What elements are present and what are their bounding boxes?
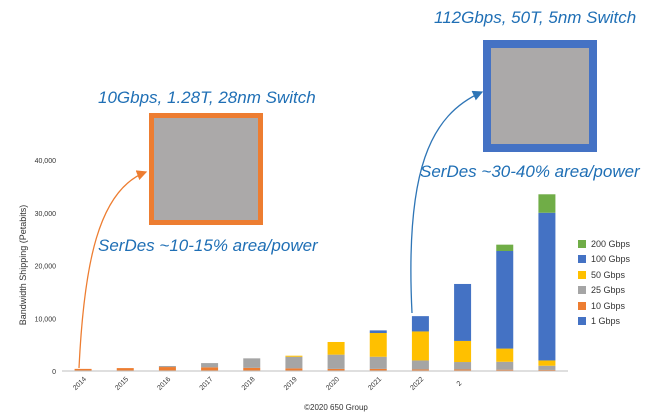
x-tick-label: 2020 (325, 376, 341, 392)
bar-segment (538, 360, 556, 366)
legend-item: 200 Gbps (578, 236, 672, 252)
bar-segment (496, 348, 514, 362)
chip-28nm-graphic (149, 113, 263, 225)
x-tick-label: 2015 (114, 376, 130, 392)
annotation-right-title: 112Gbps, 50T, 5nm Switch (434, 8, 637, 27)
bar-segment (369, 356, 387, 369)
x-tick-label: 2014 (72, 376, 88, 392)
bar-segment (454, 340, 472, 363)
y-tick-label: 0 (52, 369, 56, 376)
bar-segment (201, 367, 219, 371)
legend-label: 100 Gbps (591, 254, 631, 265)
x-tick-label: 2021 (367, 376, 383, 392)
arrow-orange (78, 170, 148, 369)
y-tick-label: 20,000 (35, 264, 57, 271)
bar-segment (496, 250, 514, 349)
annotation-left-sub: SerDes ~10-15% area/power (98, 236, 318, 255)
copyright-text: ©2020 650 Group (304, 403, 368, 412)
bar-segment (411, 369, 429, 371)
arrow-blue (410, 90, 484, 314)
x-tick-label: 2 (456, 380, 464, 388)
bar-segment (158, 365, 176, 368)
x-tick-label: 2018 (241, 376, 257, 392)
legend-label: 10 Gbps (591, 300, 626, 311)
bar-segment (538, 212, 556, 361)
legend-label: 200 Gbps (591, 238, 631, 249)
y-tick-label: 30,000 (35, 211, 57, 218)
legend-swatch (578, 270, 586, 279)
bar-segment (243, 358, 261, 368)
x-tick-label: 2019 (283, 376, 299, 392)
legend-swatch (578, 301, 586, 310)
bar-segment (369, 330, 387, 334)
bar-segment (411, 360, 429, 370)
y-axis-title: Bandwidth Shipping (Petabits) (18, 205, 28, 326)
legend-swatch (578, 286, 586, 295)
chip-5nm-graphic (483, 40, 597, 152)
legend-swatch (578, 239, 586, 248)
chart-legend: 200 Gbps 100 Gbps 50 Gbps 25 Gbps 10 Gbps 1 G… (578, 236, 672, 329)
bar-segment (327, 341, 345, 355)
bar-segment (454, 283, 472, 341)
bar-segment (369, 333, 387, 357)
bar-segment (454, 362, 472, 370)
x-tick-label: 2017 (199, 376, 215, 392)
legend-item: 100 Gbps (578, 252, 672, 268)
legend-item: 25 Gbps (578, 283, 672, 299)
bar-segment (454, 369, 472, 371)
legend-label: 1 Gbps (591, 316, 621, 327)
y-tick-label: 10,000 (35, 316, 57, 323)
legend-swatch (578, 317, 586, 326)
bar-segment (74, 368, 92, 371)
legend-label: 25 Gbps (591, 285, 626, 296)
bar-segment (496, 361, 514, 370)
bar-segment (538, 369, 556, 371)
bars-layer (74, 194, 556, 372)
bar-segment (285, 355, 303, 357)
bar-segment (158, 367, 176, 371)
bar-segment (116, 368, 134, 371)
y-tick-label: 40,000 (35, 158, 57, 165)
bar-segment (285, 368, 303, 371)
legend-swatch (578, 255, 586, 264)
bar-segment (496, 244, 514, 251)
bar-segment (538, 194, 556, 213)
x-tick-label: 2016 (156, 376, 172, 392)
bar-segment (411, 316, 429, 332)
bar-segment (243, 367, 261, 371)
bar-segment (411, 331, 429, 361)
bar-segment (201, 363, 219, 368)
legend-label: 50 Gbps (591, 269, 626, 280)
annotation-right-sub: SerDes ~30-40% area/power (420, 162, 640, 181)
legend-item: 1 Gbps (578, 314, 672, 330)
bar-segment (327, 354, 345, 369)
bar-segment (369, 368, 387, 371)
annotation-left-title: 10Gbps, 1.28T, 28nm Switch (98, 88, 316, 107)
legend-item: 10 Gbps (578, 298, 672, 314)
bar-segment (538, 365, 556, 370)
bar-segment (327, 368, 345, 371)
legend-item: 50 Gbps (578, 267, 672, 283)
bar-segment (285, 356, 303, 369)
bar-segment (496, 369, 514, 371)
x-tick-label: 2022 (409, 376, 425, 392)
